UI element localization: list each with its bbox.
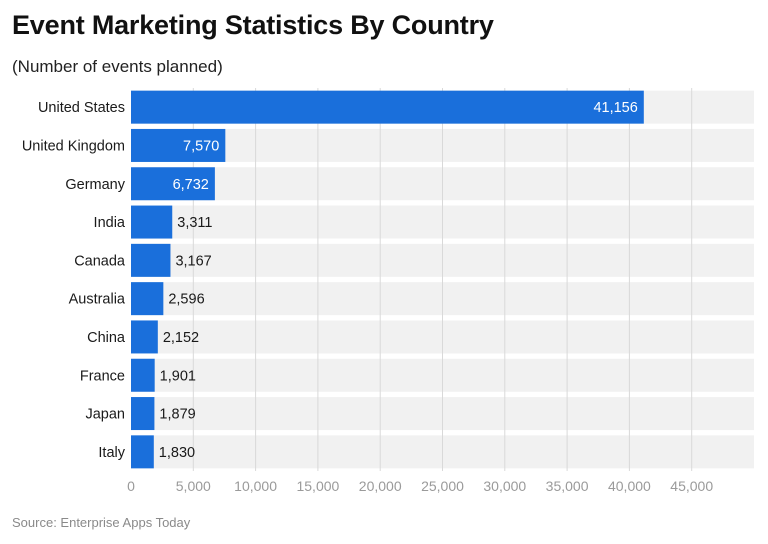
category-label: United Kingdom [22, 138, 125, 154]
bar [131, 320, 158, 354]
chart-title: Event Marketing Statistics By Country [12, 10, 494, 40]
x-tick-label: 35,000 [546, 478, 589, 494]
bar [131, 243, 171, 277]
value-label: 6,732 [173, 177, 209, 193]
bar [131, 282, 164, 316]
value-label: 2,596 [168, 292, 204, 308]
category-label: Japan [85, 407, 125, 423]
bar [131, 167, 215, 201]
x-tick-label: 0 [127, 478, 135, 494]
category-label: India [94, 215, 126, 231]
value-label: 2,152 [163, 330, 199, 346]
bar [131, 90, 644, 124]
source-note: Source: Enterprise Apps Today [12, 515, 191, 530]
bar [131, 128, 226, 162]
value-label: 3,167 [175, 253, 211, 269]
x-tick-label: 10,000 [234, 478, 277, 494]
x-tick-label: 30,000 [483, 478, 526, 494]
category-label: Germany [65, 177, 125, 193]
x-tick-label: 20,000 [359, 478, 402, 494]
value-label: 41,156 [593, 100, 637, 116]
value-label: 1,901 [160, 368, 196, 384]
x-tick-label: 40,000 [608, 478, 651, 494]
category-label: Canada [74, 253, 126, 269]
bar [131, 397, 155, 431]
bar [131, 205, 173, 239]
bar [131, 435, 154, 469]
value-label: 1,879 [159, 407, 195, 423]
value-label: 3,311 [177, 215, 212, 231]
value-label: 7,570 [183, 138, 219, 154]
bar [131, 358, 155, 392]
x-tick-label: 5,000 [176, 478, 211, 494]
x-tick-label: 25,000 [421, 478, 464, 494]
category-label: Italy [98, 445, 125, 461]
category-label: United States [38, 100, 125, 116]
category-label: China [87, 330, 126, 346]
x-tick-label: 45,000 [670, 478, 713, 494]
chart-subtitle: (Number of events planned) [12, 57, 223, 76]
category-label: France [80, 368, 125, 384]
category-label: Australia [69, 292, 126, 308]
value-label: 1,830 [159, 445, 195, 461]
x-tick-label: 15,000 [296, 478, 339, 494]
